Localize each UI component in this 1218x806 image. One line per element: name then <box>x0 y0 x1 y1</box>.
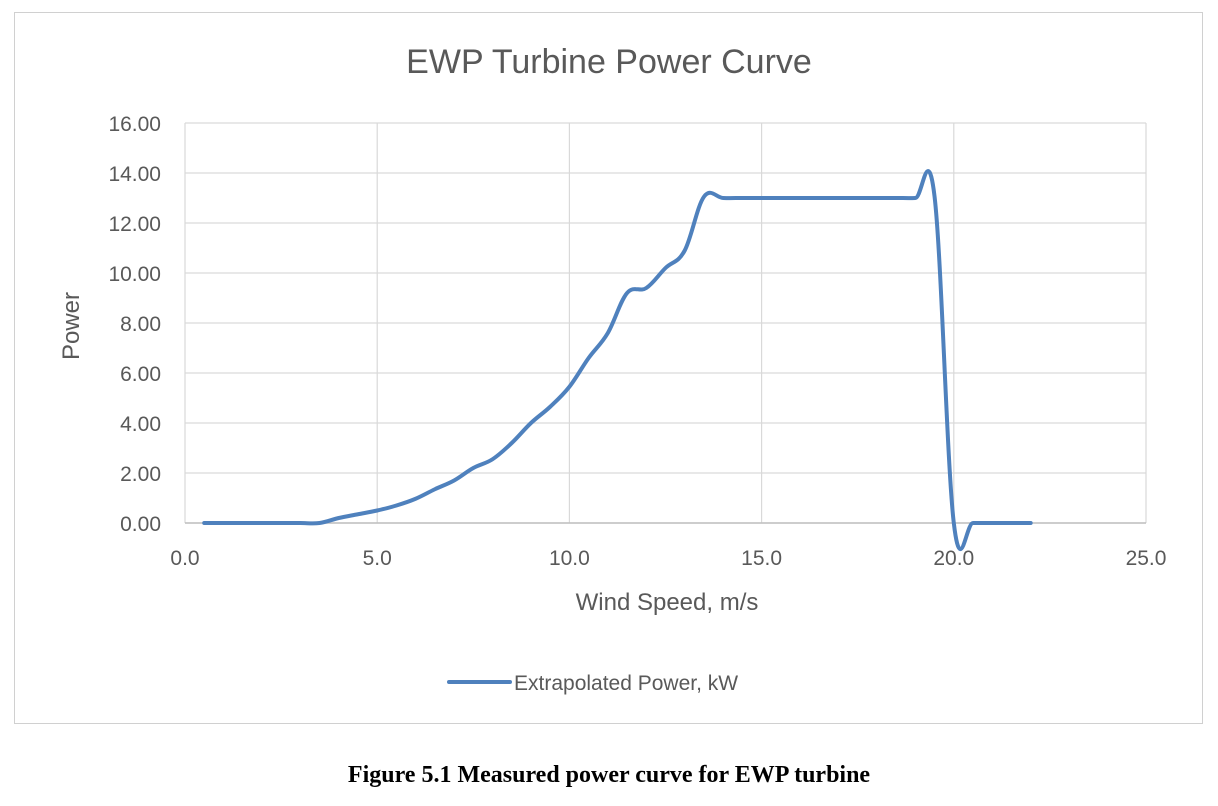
chart-area: EWP Turbine Power Curve 0.00 2.00 4.00 6.00… <box>14 12 1203 724</box>
gridlines <box>184 122 1147 524</box>
y-tick-label: 8.00 <box>120 313 161 336</box>
y-tick-label: 6.00 <box>120 363 161 386</box>
x-axis-ticks: 0.0 5.0 10.0 15.0 20.0 25.0 <box>170 547 1166 570</box>
x-tick-label: 15.0 <box>741 547 782 570</box>
y-tick-label: 2.00 <box>120 463 161 486</box>
figure-caption: Figure 5.1 Measured power curve for EWP … <box>347 762 871 788</box>
x-tick-label: 10.0 <box>549 547 590 570</box>
legend: Extrapolated Power, kW <box>447 672 738 695</box>
series-line <box>202 169 1033 552</box>
legend-label: Extrapolated Power, kW <box>514 672 738 695</box>
x-tick-label: 5.0 <box>363 547 392 570</box>
y-axis-label: Power <box>58 292 85 360</box>
y-tick-label: 12.00 <box>108 213 161 236</box>
x-axis-label: Wind Speed, m/s <box>576 589 759 616</box>
x-tick-label: 25.0 <box>1126 547 1167 570</box>
y-axis-ticks: 0.00 2.00 4.00 6.00 8.00 10.00 12.00 14.00 16.00 <box>108 113 161 536</box>
y-tick-label: 4.00 <box>120 413 161 436</box>
chart-title: EWP Turbine Power Curve <box>406 43 812 81</box>
power-curve-chart: EWP Turbine Power Curve 0.00 2.00 4.00 6.00… <box>58 43 1166 695</box>
series-layer <box>202 169 1033 552</box>
y-tick-label: 10.00 <box>108 263 161 286</box>
y-tick-label: 16.00 <box>108 113 161 136</box>
x-tick-label: 20.0 <box>933 547 974 570</box>
x-tick-label: 0.0 <box>170 547 199 570</box>
y-tick-label: 14.00 <box>108 163 161 186</box>
y-tick-label: 0.00 <box>120 513 161 536</box>
